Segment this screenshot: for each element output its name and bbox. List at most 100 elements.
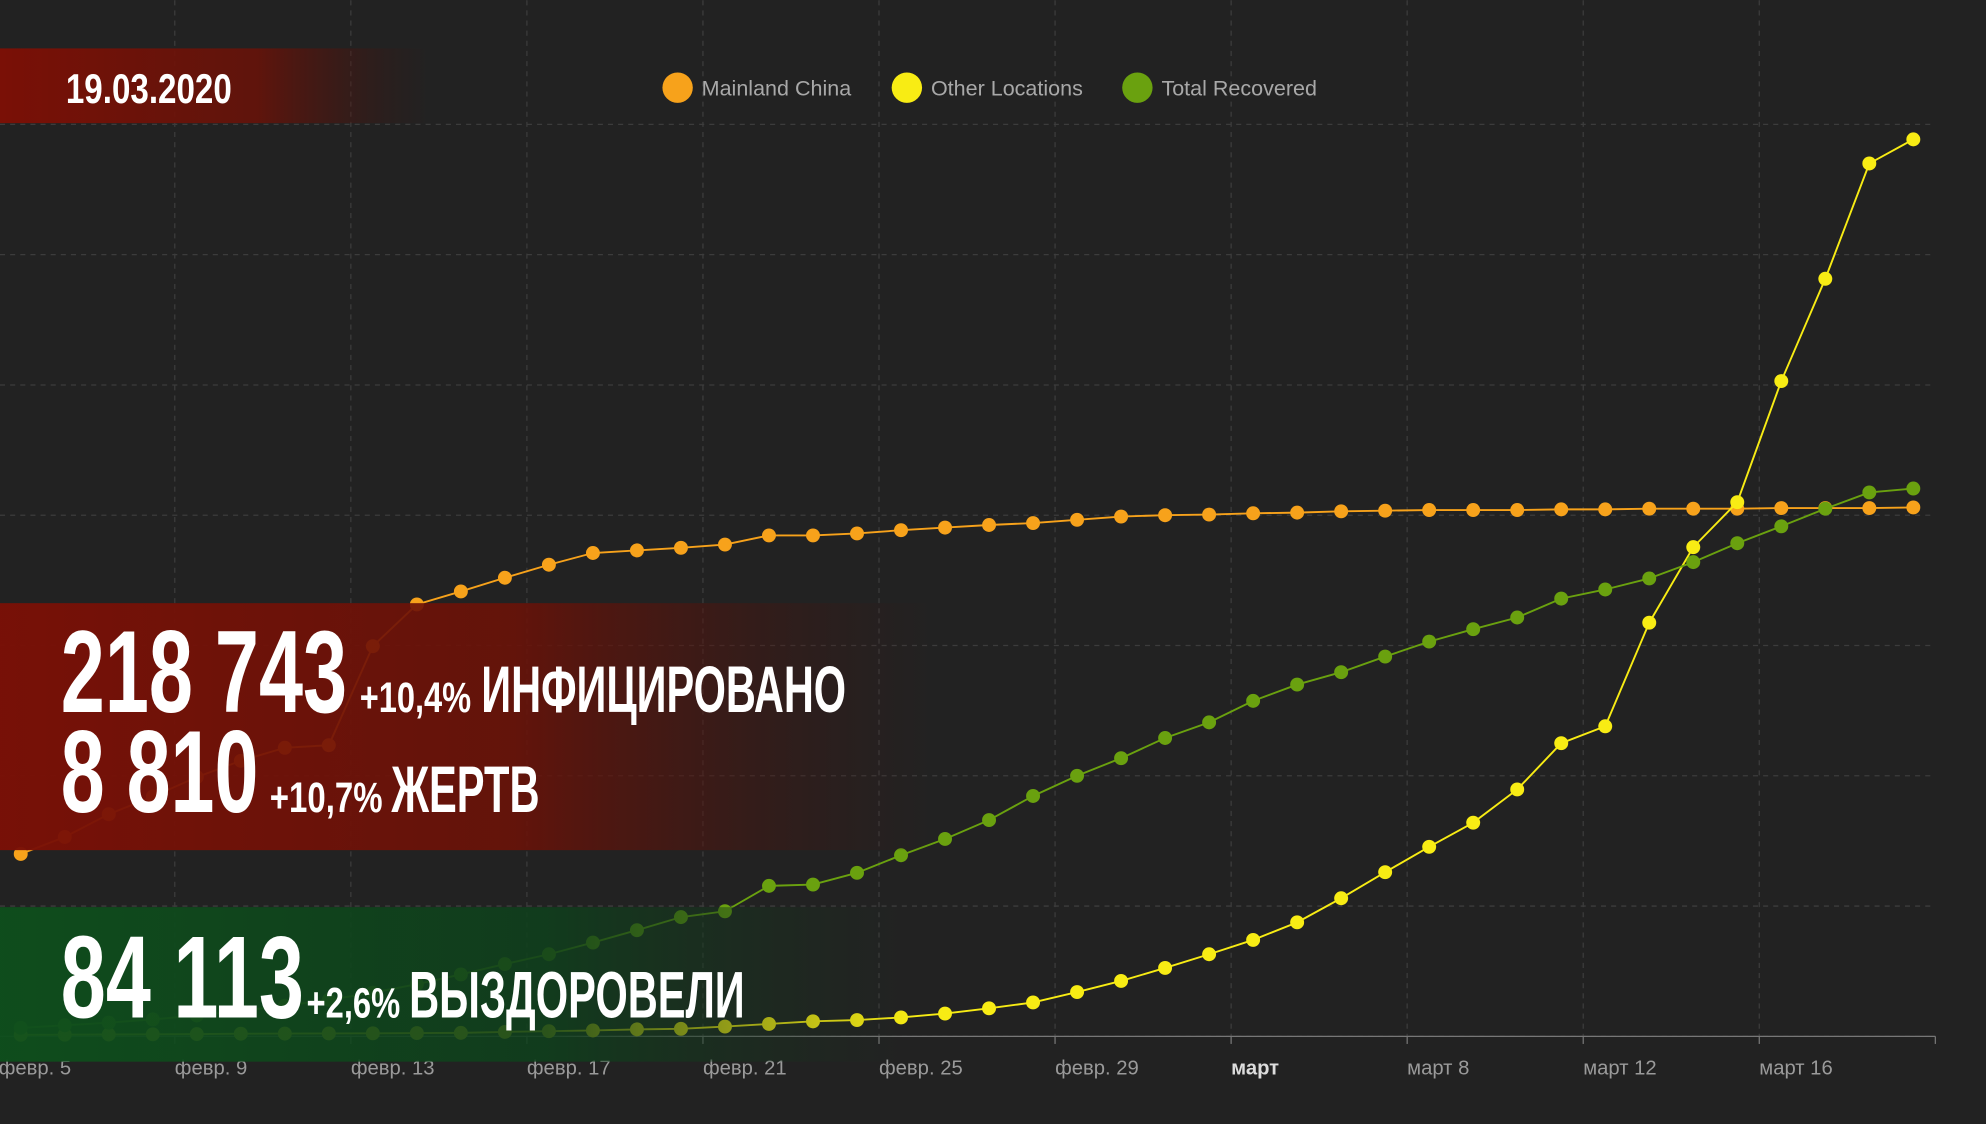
data-point — [894, 848, 908, 863]
x-tick-label: февр. 5 — [0, 1057, 71, 1079]
data-point — [1510, 782, 1525, 797]
data-point — [1422, 839, 1437, 854]
date: 19.03.2020 — [66, 65, 232, 112]
data-point — [1774, 374, 1789, 389]
data-point — [1202, 947, 1217, 962]
data-point — [982, 1001, 997, 1016]
data-point — [1378, 503, 1393, 518]
data-point — [1554, 591, 1569, 606]
data-point — [1114, 974, 1129, 988]
x-tick-label: март 12 — [1583, 1057, 1656, 1079]
infected-label: ИНФИЦИРОВАНО — [481, 652, 846, 726]
data-point — [541, 557, 556, 572]
data-point — [1378, 649, 1393, 664]
data-point — [1026, 995, 1041, 1010]
legend-swatch — [1122, 72, 1153, 103]
x-tick-label: март 16 — [1759, 1057, 1832, 1079]
data-point — [1686, 555, 1701, 570]
data-point — [1070, 985, 1085, 1000]
data-point — [1598, 719, 1613, 734]
data-point — [1070, 768, 1085, 783]
data-point — [1202, 507, 1217, 522]
legend-label: Other Locations — [931, 76, 1083, 100]
data-point — [1774, 501, 1789, 516]
data-point — [1158, 508, 1173, 523]
data-point — [1114, 509, 1129, 524]
data-point — [1554, 736, 1569, 751]
data-point — [1686, 540, 1701, 555]
data-point — [585, 546, 600, 560]
data-point — [938, 520, 952, 535]
data-point — [673, 540, 688, 555]
data-point — [1818, 501, 1833, 516]
data-point — [1906, 481, 1921, 496]
x-tick-label: февр. 17 — [527, 1057, 611, 1079]
data-point — [1158, 960, 1173, 975]
data-point — [850, 865, 864, 880]
infected-change: +10,4% — [360, 674, 471, 722]
data-point — [938, 831, 952, 846]
data-point — [1642, 501, 1657, 516]
date-banner — [0, 48, 431, 124]
x-tick-label: февр. 13 — [351, 1057, 435, 1079]
deaths-label: ЖЕРТВ — [391, 752, 540, 826]
data-point — [453, 584, 468, 599]
data-point — [762, 878, 776, 893]
data-point — [1290, 677, 1305, 692]
data-point — [1290, 505, 1305, 520]
data-point — [717, 537, 732, 552]
x-tick-label: февр. 9 — [175, 1057, 247, 1079]
data-point — [1290, 915, 1305, 930]
legend-label: Mainland China — [702, 76, 852, 100]
data-point — [1598, 582, 1613, 597]
recovered-panel — [0, 907, 912, 1062]
data-point — [1026, 789, 1041, 803]
data-point — [1642, 571, 1657, 586]
recovered-label: ВЫЗДОРОВЕЛИ — [409, 957, 745, 1031]
legend-swatch — [662, 72, 693, 103]
data-point — [1466, 503, 1481, 517]
data-point — [1862, 156, 1877, 171]
data-point — [1334, 665, 1349, 680]
data-point — [1730, 536, 1745, 551]
data-point — [1906, 132, 1921, 147]
infected-count: 218 743 — [61, 607, 347, 737]
data-point — [1774, 519, 1789, 534]
data-point — [1246, 506, 1261, 521]
data-point — [1246, 932, 1261, 947]
data-point — [1686, 501, 1701, 516]
legend-label: Total Recovered — [1161, 76, 1316, 100]
data-point — [1422, 503, 1437, 517]
data-point — [1642, 615, 1657, 630]
data-point — [1730, 495, 1745, 510]
data-point — [806, 877, 820, 892]
data-point — [1862, 501, 1877, 516]
data-point — [894, 523, 908, 538]
data-point — [1818, 271, 1833, 286]
data-point — [629, 543, 644, 558]
deaths-count: 8 810 — [61, 707, 259, 837]
data-point — [13, 846, 28, 861]
data-point — [982, 813, 997, 828]
data-point — [1862, 485, 1877, 500]
data-point — [1466, 815, 1481, 830]
data-point — [1114, 751, 1129, 766]
recovered-change: +2,6% — [307, 979, 401, 1027]
data-point — [1378, 865, 1393, 880]
data-point — [806, 528, 820, 543]
data-point — [1598, 502, 1613, 517]
data-point — [1422, 634, 1437, 649]
data-point — [1466, 622, 1481, 637]
data-point — [938, 1006, 952, 1021]
recovered-count: 84 113 — [61, 912, 304, 1042]
data-point — [1906, 500, 1921, 515]
data-point — [1246, 693, 1261, 708]
x-tick-label: март — [1231, 1057, 1279, 1079]
x-tick-label: февр. 25 — [879, 1057, 963, 1079]
data-point — [1554, 502, 1569, 517]
legend-swatch — [891, 72, 923, 103]
data-point — [1334, 504, 1349, 519]
deaths-change: +10,7% — [270, 774, 383, 822]
data-point — [497, 570, 512, 585]
